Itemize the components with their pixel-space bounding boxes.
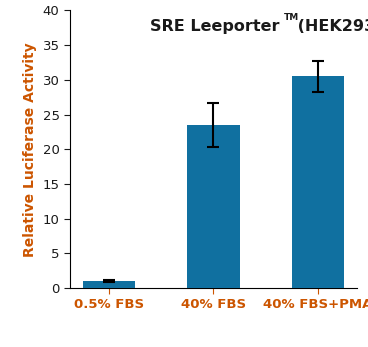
Text: SRE Leeporter: SRE Leeporter xyxy=(150,19,280,34)
Bar xyxy=(187,125,240,288)
Y-axis label: Relative Luciferase Activity: Relative Luciferase Activity xyxy=(23,42,37,256)
Bar xyxy=(292,76,344,288)
Bar xyxy=(83,281,135,288)
Text: (HEK293): (HEK293) xyxy=(292,19,368,34)
Text: TM: TM xyxy=(284,13,299,22)
